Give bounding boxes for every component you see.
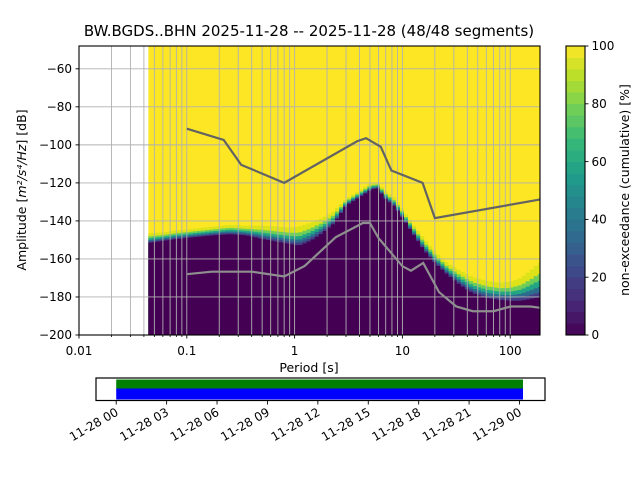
colorbar: 100 80 60 40 20 0: [565, 39, 615, 342]
colorbar-step: [566, 173, 585, 186]
y-axis-label-math: m²/s⁴/Hz: [14, 144, 29, 198]
x-axis-label: Period [s]: [279, 360, 338, 375]
colorbar-tick-label: 100: [592, 39, 615, 53]
colorbar-step: [566, 150, 585, 162]
ppsd-heatmap: [148, 46, 541, 335]
colorbar-step: [566, 277, 585, 290]
y-tick-label: −60: [47, 62, 72, 76]
timeline-tick-label: 11-29 00: [470, 405, 524, 444]
y-tick-label: −120: [39, 176, 72, 190]
y-axis-label-prefix: Amplitude [: [14, 198, 29, 271]
y-tick-label: −140: [39, 214, 72, 228]
timeline-tick-label: 11-28 09: [218, 405, 272, 444]
timeline-coverage-blue: [116, 388, 524, 400]
colorbar-step: [566, 300, 585, 313]
y-tick-label: −80: [47, 100, 72, 114]
colorbar-step: [566, 126, 585, 139]
colorbar-step: [566, 311, 585, 324]
colorbar-tick-label: 40: [592, 213, 607, 227]
colorbar-label: non-exceedance (cumulative) [%]: [617, 84, 632, 296]
y-tick-label: −200: [39, 328, 72, 342]
nhnm-noise-model-line: [186, 127, 541, 220]
colorbar-step: [566, 69, 585, 81]
colorbar-step: [566, 92, 585, 105]
colorbar-step: [566, 80, 585, 93]
y-tick-label: −180: [39, 290, 72, 304]
colorbar-step: [566, 323, 585, 336]
timeline-tick-label: 11-28 18: [369, 405, 423, 444]
colorbar-step: [566, 230, 585, 243]
y-tick-label: −160: [39, 252, 72, 266]
timeline-tick-label: 11-28 12: [269, 405, 323, 444]
timeline-coverage-green: [116, 379, 524, 389]
colorbar-tick-label: 80: [592, 97, 607, 111]
y-tick-label: −100: [39, 138, 72, 152]
x-tick-label: 1: [291, 344, 299, 358]
colorbar-step: [566, 57, 585, 70]
colorbar-step: [566, 254, 585, 266]
timeline-tick-label: 11-28 06: [168, 405, 222, 444]
y-axis-label: Amplitude [m²/s⁴/Hz] [dB]: [14, 109, 29, 270]
colorbar-step: [566, 288, 585, 301]
grid-lines: [79, 46, 540, 335]
timeline-tick-label: 11-28 03: [117, 405, 171, 444]
colorbar-step: [566, 46, 585, 58]
y-axis: −60 −80 −100 −120 −140 −160 −180 −200: [39, 62, 79, 342]
colorbar-tick-label: 0: [592, 328, 600, 342]
x-tick-label: 0.1: [177, 344, 196, 358]
colorbar-step: [566, 184, 585, 197]
y-axis-label-suffix: ] [dB]: [14, 109, 29, 144]
colorbar-frame: [565, 45, 586, 336]
colorbar-step: [566, 265, 585, 278]
x-tick-label: 100: [499, 344, 522, 358]
x-tick-label: 10: [395, 344, 410, 358]
colorbar-step: [566, 161, 585, 174]
timeline-tick-label: 11-28 21: [420, 405, 474, 444]
mesh-low-region: [148, 188, 541, 335]
noise-model-lines: [186, 127, 541, 313]
colorbar-step: [566, 138, 585, 151]
plot-frame: [78, 45, 541, 336]
colorbar-step: [566, 242, 585, 255]
colorbar-step: [566, 103, 585, 116]
colorbar-tick-label: 20: [592, 270, 607, 284]
timeline-tick-label: 11-28 00: [67, 405, 121, 444]
colorbar-step: [566, 115, 585, 128]
plot-title: BW.BGDS..BHN 2025-11-28 -- 2025-11-28 (4…: [84, 22, 534, 40]
colorbar-step: [566, 196, 585, 209]
colorbar-tick-label: 60: [592, 155, 607, 169]
x-tick-label: 0.01: [66, 344, 93, 358]
colorbar-step: [566, 219, 585, 232]
nlnm-noise-model-line: [186, 221, 541, 313]
colorbar-step: [566, 207, 585, 220]
timeline-tick-label: 11-28 15: [319, 405, 373, 444]
x-axis: 0.01 0.1 1 10 100: [66, 335, 522, 358]
